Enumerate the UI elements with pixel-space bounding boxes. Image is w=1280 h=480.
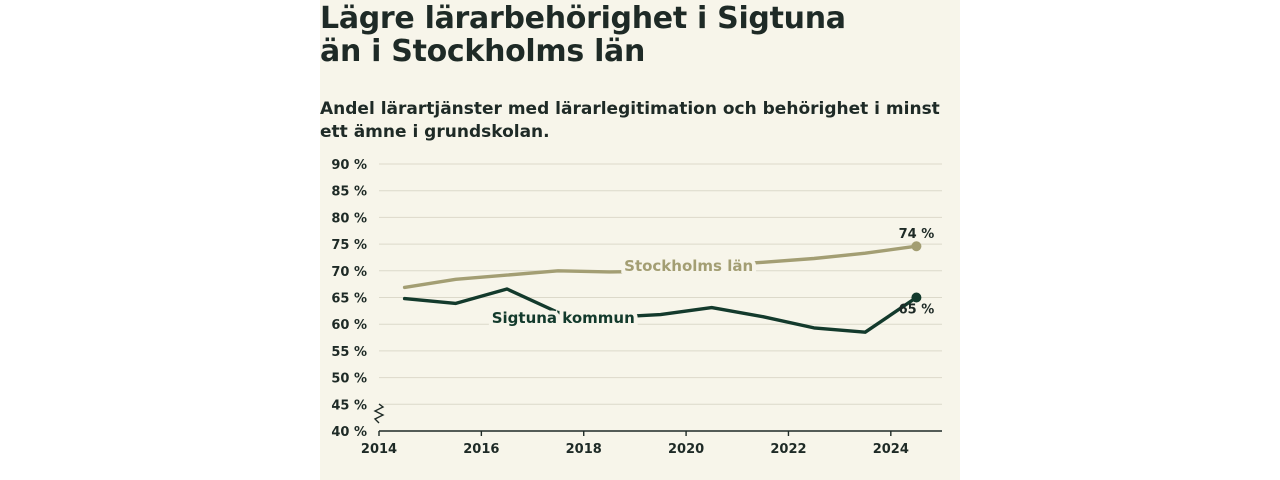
y-tick-label: 75 % <box>331 238 367 253</box>
x-tick-label: 2022 <box>770 442 806 457</box>
series-label-stockholms-lan: Stockholms län <box>624 257 753 275</box>
y-tick-label: 40 % <box>331 425 367 440</box>
y-tick-label: 70 % <box>331 265 367 280</box>
x-tick-label: 2016 <box>463 442 499 457</box>
y-tick-label: 45 % <box>331 398 367 413</box>
y-tick-label: 50 % <box>331 372 367 387</box>
end-point-marker <box>911 292 922 303</box>
line-chart: 90 % 85 % 80 % 75 % 70 % 65 % 60 % 55 % 50 % 45 %… <box>331 158 942 457</box>
series-line-stockholms-lan <box>402 244 919 290</box>
series-label-sigtuna-kommun: Sigtuna kommun <box>492 309 635 327</box>
end-value-label: 74 % <box>899 227 935 242</box>
chart-subtitle: Andel lärartjänster med lärarlegitimatio… <box>320 99 940 142</box>
y-tick-label: 55 % <box>331 345 367 360</box>
x-tick-label: 2024 <box>873 442 909 457</box>
x-tick-label: 2014 <box>361 442 397 457</box>
y-tick-label: 85 % <box>331 185 367 200</box>
end-value-label: 65 % <box>899 303 935 318</box>
chart-title: Lägre lärarbehörighet i Sigtuna än i Sto… <box>320 1 846 69</box>
y-tick-label: 80 % <box>331 211 367 226</box>
end-point-marker <box>911 241 922 252</box>
chart-card: Lägre lärarbehörighet i Sigtuna än i Sto… <box>320 0 960 480</box>
y-tick-label: 90 % <box>331 158 367 173</box>
x-tick-label: 2020 <box>668 442 704 457</box>
axis-break-icon <box>373 403 385 424</box>
x-tick-label: 2018 <box>566 442 602 457</box>
y-tick-label: 65 % <box>331 292 367 307</box>
y-tick-label: 60 % <box>331 318 367 333</box>
series-line-sigtuna-kommun <box>402 287 919 334</box>
